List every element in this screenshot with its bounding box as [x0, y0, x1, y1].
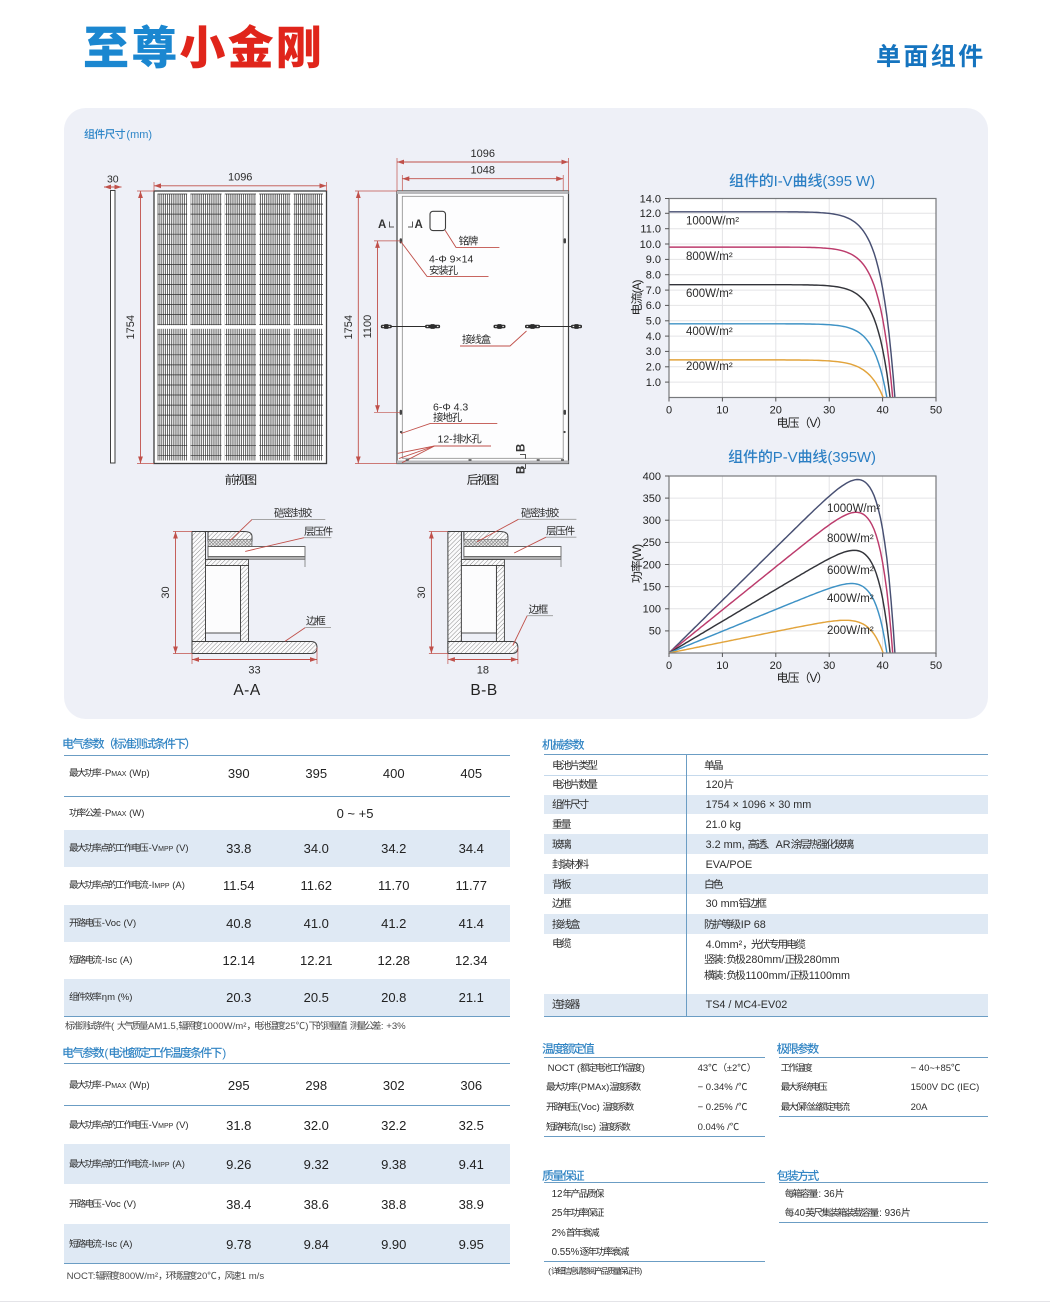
svg-text:40: 40	[876, 405, 888, 417]
svg-text:200W/m²: 200W/m²	[686, 361, 733, 373]
svg-text:A: A	[415, 219, 423, 231]
svg-text:铭牌: 铭牌	[459, 236, 479, 248]
svg-text:30: 30	[416, 586, 428, 598]
svg-text:100: 100	[643, 604, 661, 616]
svg-text:1754: 1754	[343, 315, 355, 339]
svg-text:接地孔: 接地孔	[433, 412, 463, 424]
svg-text:层压件: 层压件	[546, 525, 575, 537]
svg-text:6-Φ 4.3: 6-Φ 4.3	[433, 402, 468, 414]
svg-text:1048: 1048	[471, 165, 495, 177]
svg-text:11.0: 11.0	[640, 224, 661, 236]
svg-text:7.0: 7.0	[646, 285, 661, 297]
svg-text:电压（V）: 电压（V）	[776, 671, 827, 685]
svg-text:0: 0	[666, 660, 672, 672]
svg-text:200: 200	[643, 559, 661, 571]
svg-text:电流(A): 电流(A)	[630, 279, 644, 315]
svg-text:1100: 1100	[362, 315, 374, 339]
svg-text:后视图: 后视图	[467, 473, 498, 487]
svg-text:50: 50	[930, 660, 942, 672]
svg-text:B-B: B-B	[470, 682, 497, 699]
svg-text:30: 30	[160, 586, 172, 598]
svg-text:B: B	[516, 444, 528, 452]
svg-text:4.0: 4.0	[646, 331, 661, 343]
svg-text:10: 10	[716, 405, 728, 417]
svg-text:6.0: 6.0	[646, 300, 661, 312]
svg-text:10.0: 10.0	[640, 239, 661, 251]
svg-text:8.0: 8.0	[646, 270, 661, 282]
svg-text:5.0: 5.0	[646, 316, 661, 328]
svg-text:边框: 边框	[306, 616, 326, 628]
svg-text:400: 400	[643, 471, 661, 483]
svg-text:12.0: 12.0	[640, 208, 661, 220]
svg-text:前视图: 前视图	[225, 473, 256, 487]
svg-text:边框: 边框	[529, 604, 549, 616]
svg-text:30: 30	[107, 174, 119, 186]
svg-text:10: 10	[716, 660, 728, 672]
svg-text:33: 33	[248, 665, 260, 677]
svg-text:600W/m²: 600W/m²	[686, 288, 733, 300]
svg-text:300: 300	[643, 515, 661, 527]
svg-text:功率(W): 功率(W)	[630, 544, 644, 583]
svg-text:20: 20	[770, 660, 782, 672]
svg-text:3.0: 3.0	[646, 346, 661, 358]
svg-text:组件的P-V曲线(395W): 组件的P-V曲线(395W)	[728, 449, 876, 466]
svg-text:20: 20	[770, 405, 782, 417]
svg-text:A: A	[378, 219, 386, 231]
svg-text:50: 50	[930, 405, 942, 417]
svg-text:2.0: 2.0	[646, 362, 661, 374]
svg-text:硙密封胶: 硙密封胶	[274, 507, 313, 520]
svg-text:4-Φ 9×14: 4-Φ 9×14	[429, 254, 473, 266]
svg-text:30: 30	[823, 405, 835, 417]
svg-text:1096: 1096	[471, 148, 495, 160]
svg-text:150: 150	[643, 581, 661, 593]
svg-text:1096: 1096	[228, 172, 252, 184]
svg-text:硙密封胶: 硙密封胶	[521, 506, 560, 519]
svg-text:12-排水孔: 12-排水孔	[438, 434, 483, 446]
svg-text:400W/m²: 400W/m²	[827, 593, 874, 605]
svg-text:1000W/m²: 1000W/m²	[827, 503, 880, 515]
svg-text:30: 30	[823, 660, 835, 672]
svg-text:A-A: A-A	[233, 682, 261, 699]
svg-text:200W/m²: 200W/m²	[827, 625, 874, 637]
svg-text:电压（V）: 电压（V）	[776, 416, 827, 430]
svg-text:40: 40	[876, 660, 888, 672]
svg-text:9.0: 9.0	[646, 254, 661, 266]
svg-text:B: B	[516, 466, 528, 474]
svg-text:层压件: 层压件	[304, 526, 333, 538]
svg-text:组件的I-V曲线(395 W): 组件的I-V曲线(395 W)	[729, 173, 875, 190]
svg-text:400W/m²: 400W/m²	[686, 326, 733, 338]
svg-text:14.0: 14.0	[640, 193, 661, 205]
svg-text:50: 50	[649, 626, 661, 638]
svg-text:安装孔: 安装孔	[429, 265, 459, 277]
svg-text:800W/m²: 800W/m²	[686, 251, 733, 263]
svg-text:1000W/m²: 1000W/m²	[686, 216, 739, 228]
svg-text:18: 18	[477, 665, 489, 677]
svg-text:350: 350	[643, 493, 661, 505]
svg-text:1.0: 1.0	[646, 377, 661, 389]
svg-text:250: 250	[643, 537, 661, 549]
svg-text:800W/m²: 800W/m²	[827, 533, 874, 545]
svg-text:600W/m²: 600W/m²	[827, 565, 874, 577]
svg-text:1754: 1754	[125, 315, 137, 339]
svg-text:0: 0	[666, 405, 672, 417]
svg-text:接线盒: 接线盒	[462, 334, 492, 346]
